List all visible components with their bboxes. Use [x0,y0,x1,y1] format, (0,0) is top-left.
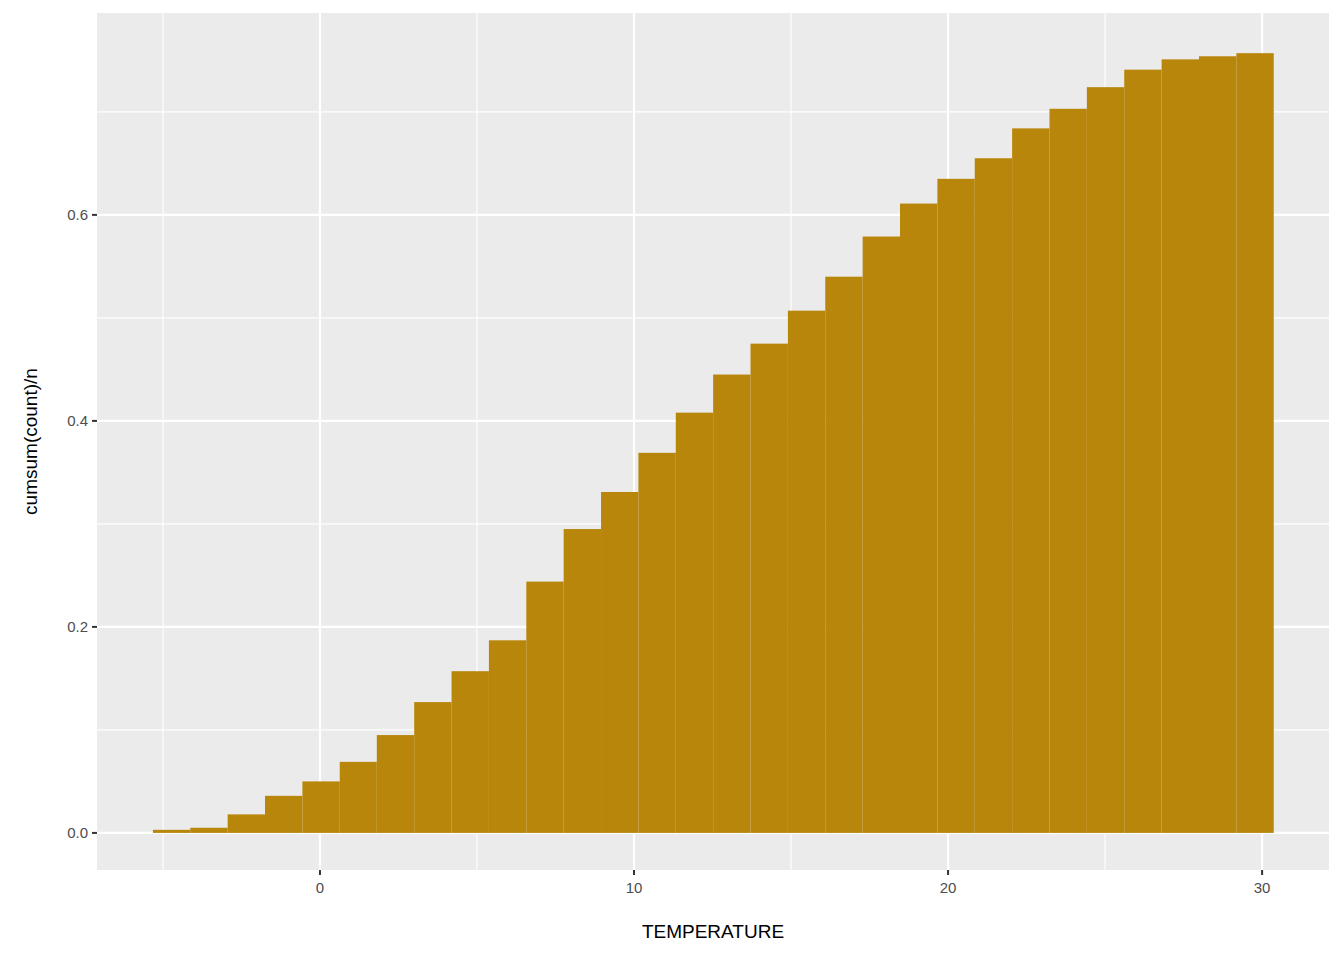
bar [228,814,265,833]
plot-background [97,13,1329,870]
bar [751,344,788,833]
bar [489,640,526,833]
bar [414,702,451,833]
bar [564,529,601,833]
bar [153,830,190,833]
y-tick-label: 0.0 [67,824,88,841]
bar [1012,128,1049,833]
y-tick-label: 0.2 [67,618,88,635]
bar [190,828,227,833]
bar [1124,70,1161,833]
x-tick-label: 0 [316,879,324,896]
bar [302,781,339,833]
axes: 0 10 20 30 0.0 0.2 0.4 0.6 [67,206,1270,896]
bar [975,158,1012,833]
grid [97,13,1329,870]
bar [638,453,675,833]
bar [788,311,825,833]
bar [863,237,900,833]
bar [1049,109,1086,833]
bar [1236,53,1273,833]
y-axis-title: cumsum(count)/n [20,368,41,515]
bar [676,413,713,833]
chart-root: 0 10 20 30 0.0 0.2 0.4 0.6 TEMPERATURE cumsum(cou… [0,0,1344,960]
bars [153,53,1274,833]
y-tick [92,626,97,628]
x-axis-title: TEMPERATURE [642,921,784,942]
y-tick [92,832,97,834]
bar [900,204,937,833]
x-tick-label: 10 [626,879,643,896]
y-tick [92,214,97,216]
bar [601,492,638,833]
bar [452,671,489,833]
minor-grid-x [162,13,163,870]
y-tick-label: 0.6 [67,206,88,223]
bar [377,735,414,833]
y-tick-label: 0.4 [67,412,88,429]
y-tick [92,420,97,422]
bar [825,277,862,833]
chart-svg: 0 10 20 30 0.0 0.2 0.4 0.6 TEMPERATURE cumsum(cou… [0,0,1344,960]
bar [265,796,302,833]
bar [1199,56,1236,833]
x-tick [319,870,321,875]
grid-x [319,13,321,870]
bar [713,375,750,833]
x-tick-label: 30 [1254,879,1271,896]
bar [1087,87,1124,833]
bar [526,582,563,833]
bar [340,762,377,833]
bar [937,179,974,833]
x-tick-label: 20 [940,879,957,896]
x-tick [1261,870,1263,875]
bar [1162,59,1199,833]
x-tick [947,870,949,875]
x-tick [633,870,635,875]
